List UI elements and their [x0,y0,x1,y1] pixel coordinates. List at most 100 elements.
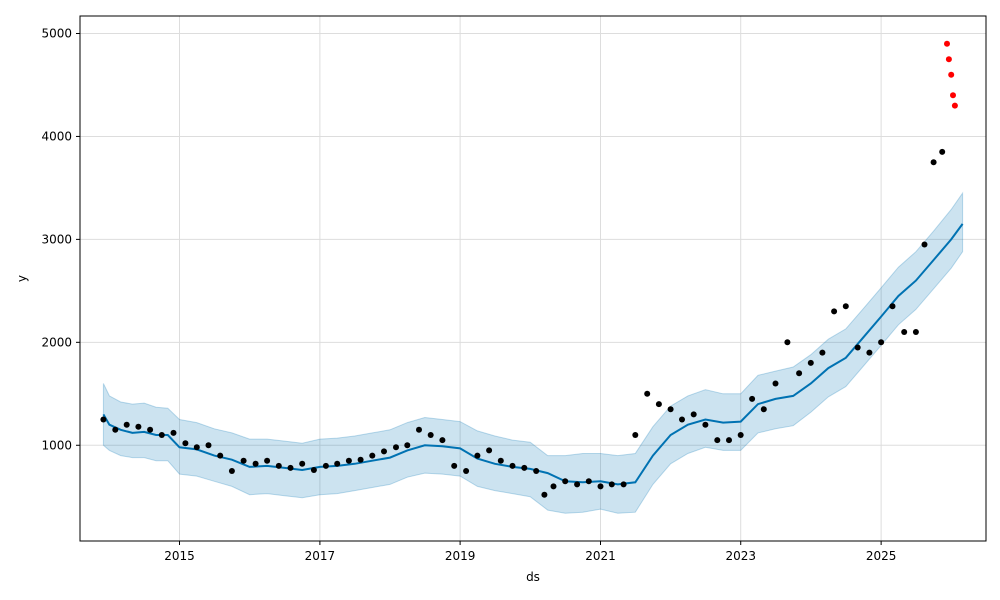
actual-point [679,416,685,423]
actual-point [170,429,177,436]
actual-point [921,241,928,248]
actual-point [901,329,908,335]
actual-point [357,456,364,463]
actual-point [439,437,446,444]
actual-point [463,468,470,474]
actual-point [427,432,434,438]
x-tick-label: 2023 [725,549,756,563]
actual-point [217,452,224,459]
x-tick-label: 2019 [445,549,476,563]
actual-point [135,423,142,430]
grid [80,16,986,541]
actual-point [381,448,387,455]
actual-point [123,421,130,428]
actual-point [831,308,838,315]
actual-point [939,148,946,155]
y-tick-label: 4000 [41,129,72,143]
actual-point [310,467,317,473]
actual-point [497,457,504,464]
actual-point [714,437,721,444]
x-axis-ticks: 2015 2017 2019 2021 2023 2025 [164,541,896,563]
actual-point [404,442,411,449]
uncertainty-band-layer [102,191,964,514]
actual-point [345,457,352,464]
actual-point [632,432,639,438]
actual-point [702,421,709,428]
y-tick-label: 5000 [41,27,72,41]
actual-point [509,462,516,469]
actual-point [772,380,779,387]
actual-point [620,481,627,488]
actual-point [541,491,548,498]
outlier-point [951,102,958,109]
outlier-points-layer [944,40,958,109]
outlier-point [944,40,950,47]
actual-point [784,339,791,346]
x-tick-label: 2017 [305,549,336,563]
x-axis-label: ds [526,570,540,584]
outlier-point [945,56,952,63]
actual-point [299,460,306,467]
actual-point [889,303,896,310]
actual-point [474,452,481,459]
y-axis-label: y [15,275,29,282]
actual-point [562,478,569,485]
actual-point [819,349,826,356]
y-tick-label: 3000 [41,232,72,246]
actual-points-layer [100,148,946,498]
actual-point [158,432,165,438]
x-tick-label: 2015 [164,549,195,563]
actual-point [667,406,674,413]
plot-frame [79,15,987,542]
actual-point [240,457,247,464]
outlier-point [948,71,955,78]
actual-point [205,442,212,449]
actual-point [597,483,604,490]
actual-point [842,303,849,310]
y-tick-label: 1000 [41,438,72,452]
actual-point [930,159,937,166]
actual-point [608,481,615,488]
outlier-point [950,92,956,99]
actual-point [486,447,493,454]
actual-point [585,478,592,485]
uncertainty-band [102,191,964,514]
actual-point [252,460,259,467]
actual-point [574,481,581,488]
actual-point [550,483,557,490]
actual-point [147,426,154,433]
actual-point [749,395,756,402]
actual-point [760,406,767,413]
actual-point [322,462,329,469]
actual-point [878,339,885,346]
actual-point [854,344,861,351]
y-axis-ticks: 1000 2000 3000 4000 5000 [41,27,80,452]
actual-point [807,359,814,366]
actual-point [644,390,651,397]
x-tick-label: 2025 [866,549,897,563]
actual-point [193,444,200,451]
actual-point [912,329,919,335]
actual-point [334,460,341,467]
actual-point [228,468,235,474]
actual-point [866,349,873,356]
actual-point [393,444,399,451]
actual-point [726,437,732,444]
actual-point [533,468,540,474]
actual-point [451,462,458,469]
actual-point [521,464,528,471]
actual-point [690,411,697,418]
actual-point [287,464,294,471]
x-tick-label: 2021 [585,549,616,563]
actual-point [182,440,189,447]
actual-point [655,401,662,408]
y-tick-label: 2000 [41,335,72,349]
actual-point [369,452,376,459]
actual-point [264,457,271,464]
actual-point [416,426,422,433]
actual-point [275,462,282,469]
actual-point [100,416,107,423]
actual-point [112,426,119,433]
